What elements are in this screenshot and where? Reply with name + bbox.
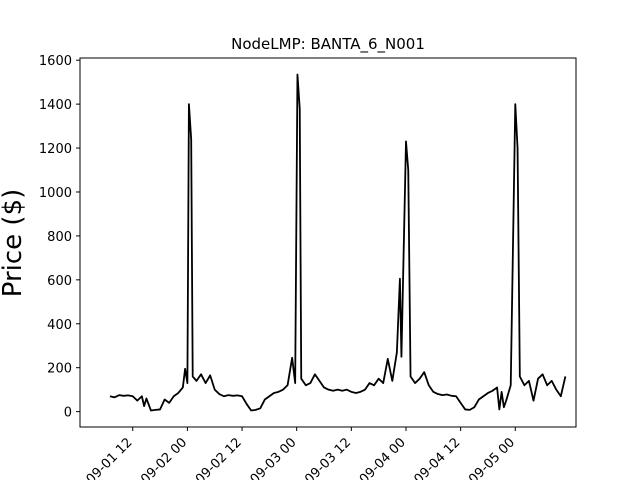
chart-title: NodeLMP: BANTA_6_N001: [231, 35, 425, 54]
series-layer: [109, 73, 567, 412]
x-tick-label: 09-01 12: [84, 435, 136, 480]
x-tick-label: 09-03 00: [248, 435, 300, 480]
x-tick-label: 09-04 12: [412, 435, 464, 480]
y-tick-label: 200: [47, 362, 72, 377]
x-tick-label: 09-04 00: [357, 435, 409, 480]
y-tick-label: 1200: [39, 142, 72, 157]
y-tick-label: 0: [64, 406, 72, 421]
y-tick-label: 800: [47, 230, 72, 245]
y-tick-label: 1000: [39, 186, 72, 201]
plot-frame: [79, 57, 577, 428]
x-tick-label: 09-03 12: [302, 435, 354, 480]
y-tick-label: 1600: [39, 54, 72, 69]
x-tick-label: 09-02 00: [138, 435, 190, 480]
x-tick-label: 09-05 00: [466, 435, 518, 480]
y-tick-label: 600: [47, 274, 72, 289]
series-line: [109, 73, 567, 412]
x-ticks: 09-01 12 09-02 00 09-02 12 09-03 00 09-03 12…: [84, 427, 518, 480]
y-tick-label: 400: [47, 318, 72, 333]
y-axis-label: Price ($): [0, 189, 28, 298]
y-ticks: 0 200 400 600 800 1000 1200 1400 1600: [39, 54, 80, 421]
y-tick-label: 1400: [39, 98, 72, 113]
x-tick-label: 09-02 12: [193, 435, 245, 480]
